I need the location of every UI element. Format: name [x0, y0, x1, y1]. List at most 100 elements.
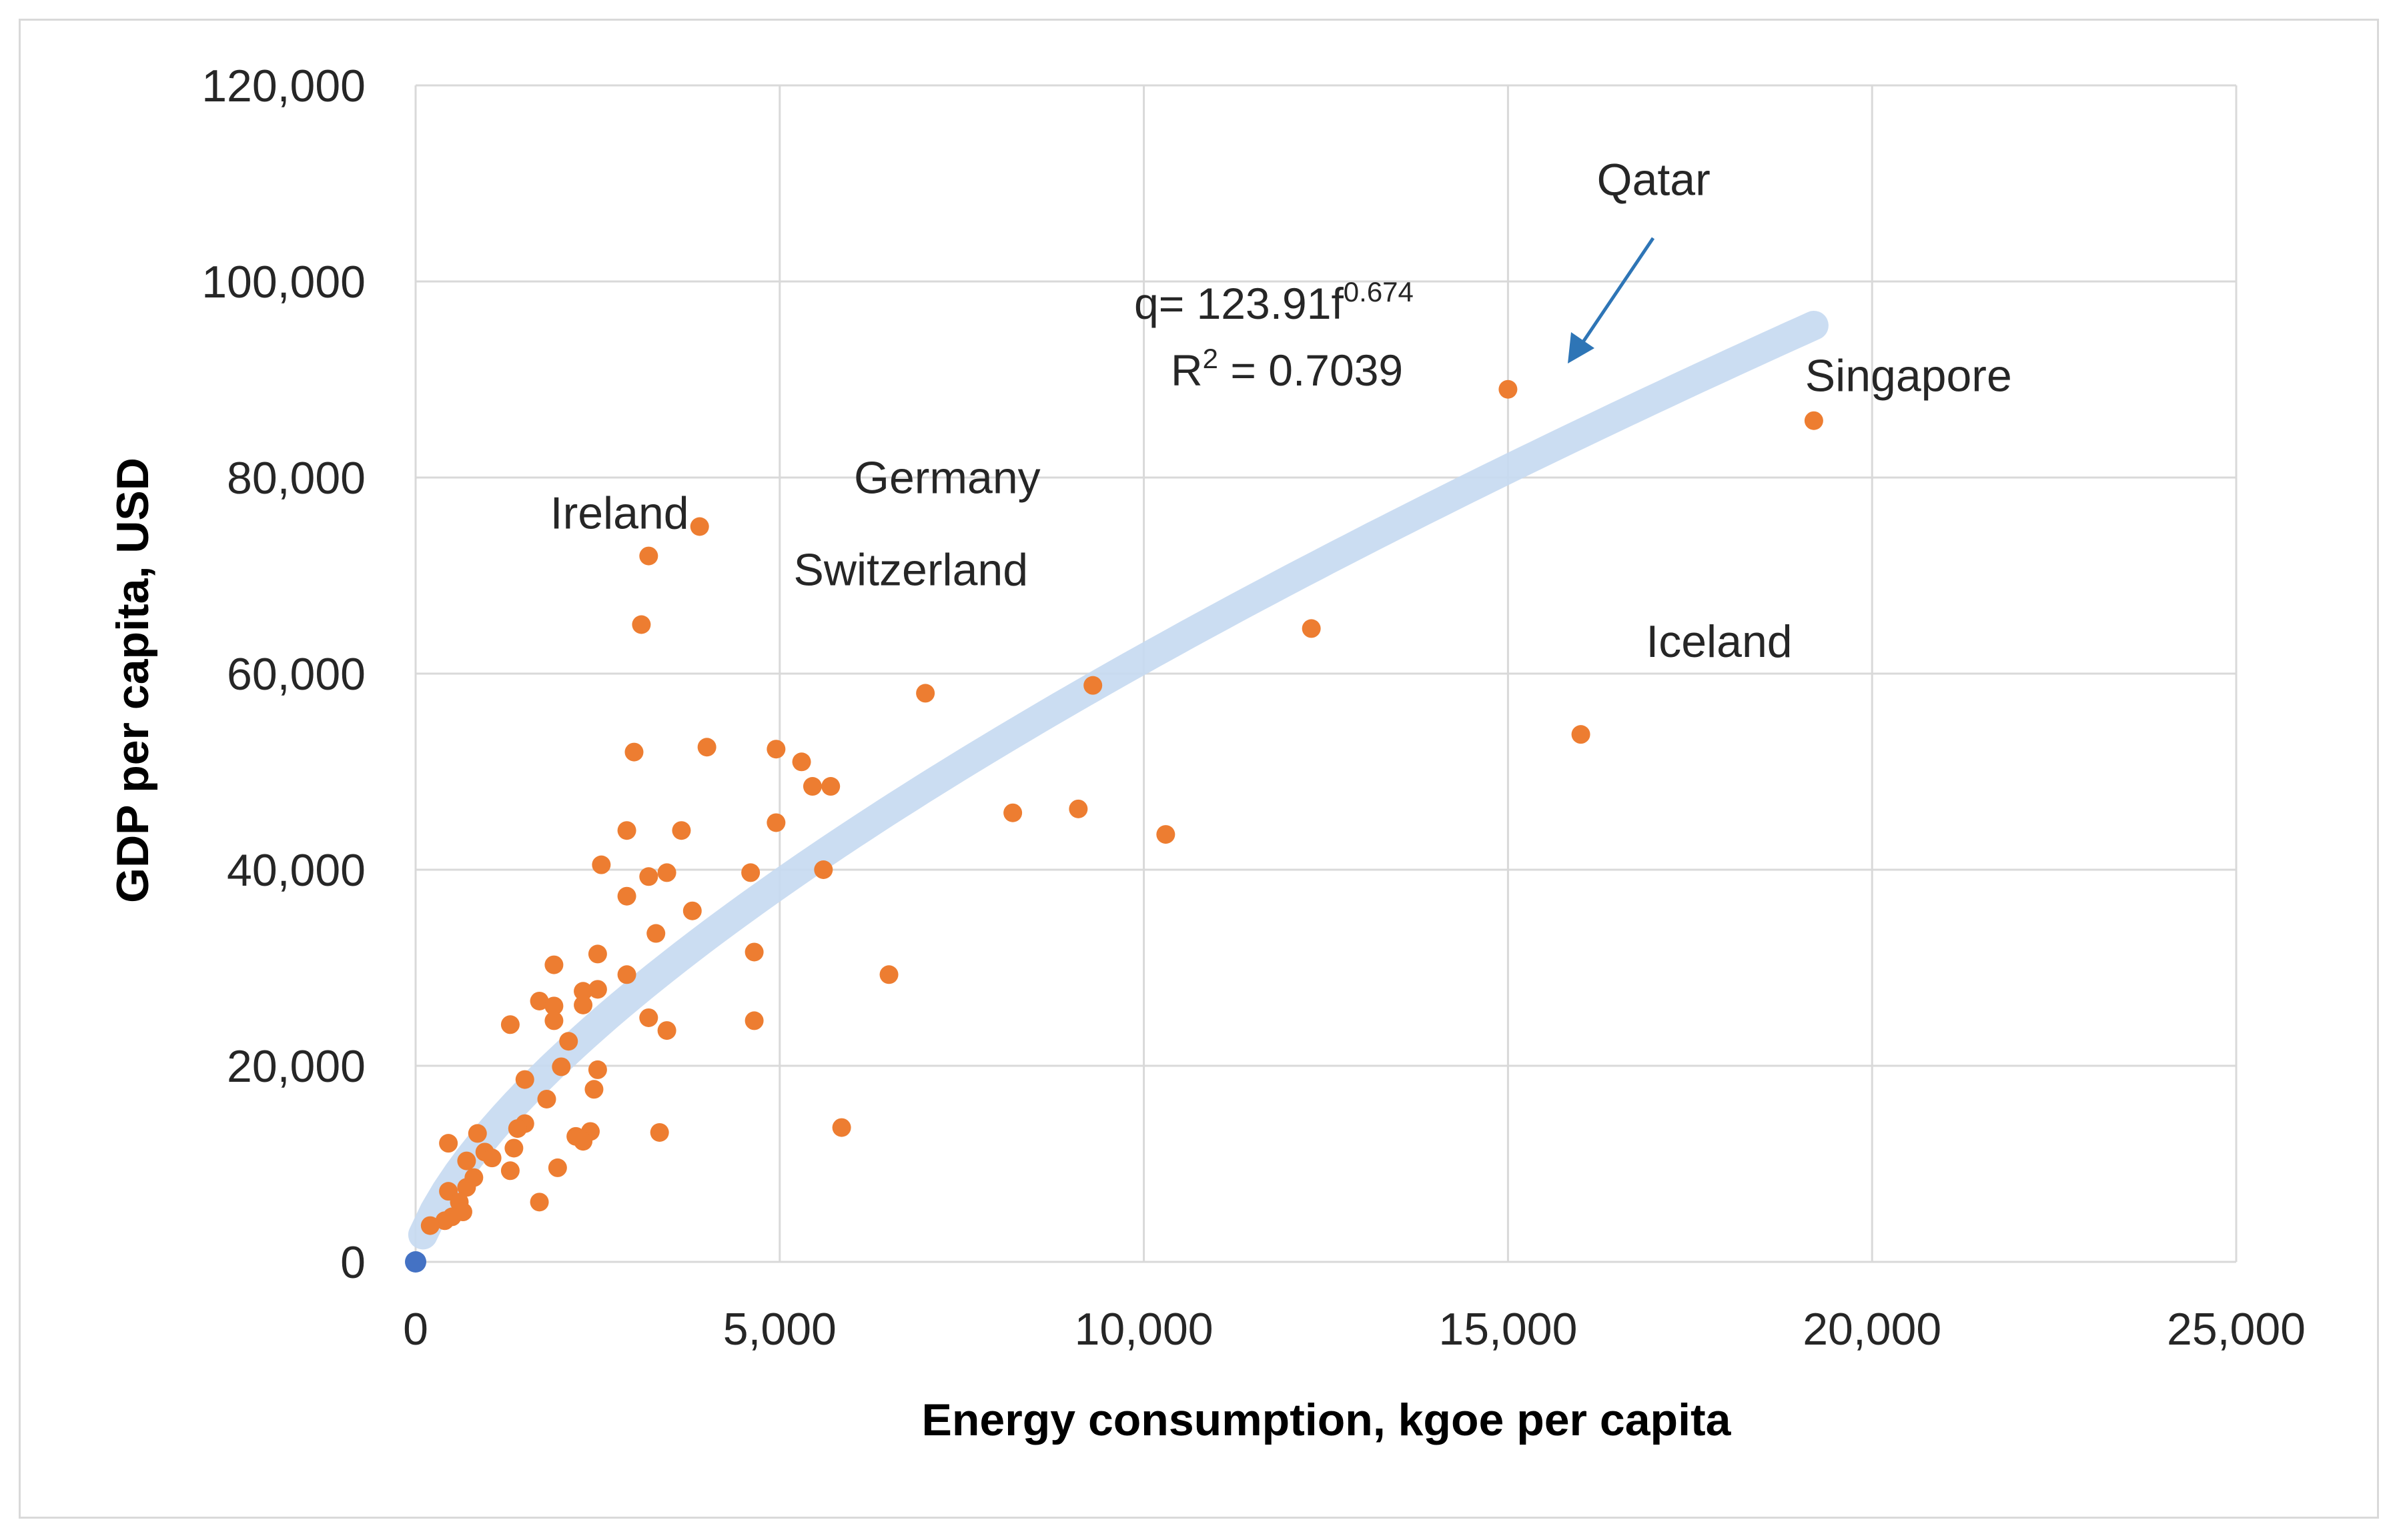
y-tick-label: 40,000	[227, 845, 366, 896]
data-point	[657, 1021, 676, 1040]
trendline-group	[408, 311, 1829, 1250]
data-point	[530, 991, 549, 1010]
data-point	[832, 1118, 851, 1137]
trend-equation: q= 123.91f0.674	[1134, 276, 1414, 328]
data-point	[624, 742, 644, 762]
data-point	[537, 1089, 556, 1108]
data-point	[1083, 676, 1103, 695]
data-point	[1069, 799, 1088, 818]
data-point	[457, 1178, 476, 1197]
data-point	[814, 860, 833, 879]
data-point	[1498, 379, 1518, 399]
y-tick-label: 60,000	[227, 649, 366, 700]
data-point	[439, 1134, 458, 1153]
data-point	[697, 738, 716, 757]
data-point	[588, 1060, 607, 1079]
data-point	[508, 1119, 527, 1138]
data-point	[592, 855, 611, 874]
data-point	[639, 546, 658, 566]
data-point	[741, 863, 761, 882]
data-point	[574, 982, 593, 1001]
data-point	[588, 944, 607, 964]
data-point	[650, 1122, 669, 1142]
y-tick-label: 20,000	[227, 1041, 366, 1092]
data-point	[1571, 725, 1590, 744]
data-point	[745, 1011, 764, 1030]
data-point	[530, 1193, 549, 1212]
qatar-arrow	[1578, 237, 1655, 348]
data-point	[500, 1161, 520, 1181]
data-point	[767, 740, 786, 759]
data-point	[584, 1080, 604, 1099]
data-point	[803, 777, 822, 796]
data-point	[879, 965, 899, 984]
data-point	[767, 813, 786, 832]
annotation-label: Iceland	[1646, 616, 1792, 667]
data-point	[420, 1216, 440, 1235]
data-point	[482, 1148, 502, 1168]
y-axis-ticks: 0 20,000 40,000 60,000 80,000 100,000 120,000	[201, 61, 366, 1288]
annotation-label: Singapore	[1805, 351, 2012, 402]
data-point	[792, 752, 811, 772]
data-point	[672, 821, 691, 840]
data-point	[468, 1124, 487, 1143]
x-tick-label: 25,000	[2167, 1304, 2306, 1355]
data-point	[544, 996, 564, 1016]
data-point	[457, 1151, 476, 1171]
x-tick-label: 0	[403, 1304, 428, 1355]
data-point	[552, 1057, 571, 1076]
y-tick-label: 100,000	[201, 257, 366, 307]
x-axis-ticks: 0 5,000 10,000 15,000 20,000 25,000	[403, 1304, 2306, 1355]
x-tick-label: 10,000	[1075, 1304, 1214, 1355]
annotation-label: Germany	[854, 453, 1041, 504]
x-axis-title: Energy consumption, kgoe per capita	[922, 1395, 1732, 1445]
x-tick-label: 20,000	[1803, 1304, 1941, 1355]
data-point	[574, 995, 593, 1014]
data-point	[646, 924, 666, 943]
data-point	[559, 1032, 578, 1051]
data-point	[574, 1132, 593, 1151]
data-point	[544, 955, 564, 974]
data-point	[1804, 411, 1823, 430]
y-axis-title: GDP per capita, USD	[107, 458, 158, 903]
equation-exponent: 0.674	[1344, 276, 1414, 307]
data-point	[588, 980, 607, 999]
r-squared-label: R2 = 0.7039	[1171, 343, 1403, 395]
r2-prefix: R	[1171, 345, 1203, 395]
data-point	[1302, 619, 1321, 638]
origin-point	[405, 1251, 426, 1273]
data-point	[515, 1070, 534, 1089]
y-tick-label: 80,000	[227, 453, 366, 504]
data-point	[1156, 825, 1175, 844]
data-point	[617, 886, 636, 906]
y-tick-label: 120,000	[201, 61, 366, 111]
country-annotations: Ireland Germany Switzerland Qatar Singapore I…	[550, 155, 2012, 667]
gridlines	[414, 84, 2238, 1263]
data-point	[821, 777, 841, 796]
qatar-arrowhead	[1568, 332, 1594, 363]
data-point	[500, 1015, 520, 1034]
data-point	[690, 517, 709, 536]
annotation-label: Ireland	[550, 488, 689, 538]
data-point	[639, 1008, 658, 1027]
y-tick-label: 0	[340, 1237, 366, 1288]
data-point	[916, 684, 935, 703]
x-tick-label: 5,000	[723, 1304, 837, 1355]
data-point	[639, 867, 658, 886]
data-point	[504, 1138, 524, 1158]
trendline	[408, 311, 1829, 1250]
data-point	[682, 901, 702, 920]
data-point	[657, 863, 676, 882]
data-point	[745, 942, 764, 962]
r2-superscript: 2	[1203, 343, 1218, 374]
data-point	[632, 615, 651, 634]
data-point	[617, 965, 636, 984]
data-point	[544, 1011, 564, 1030]
x-tick-label: 15,000	[1438, 1304, 1577, 1355]
annotation-label: Switzerland	[794, 545, 1029, 596]
equation-base: q= 123.91f	[1134, 279, 1344, 328]
data-points	[405, 379, 1823, 1273]
data-point	[548, 1158, 567, 1177]
data-point	[617, 821, 636, 840]
